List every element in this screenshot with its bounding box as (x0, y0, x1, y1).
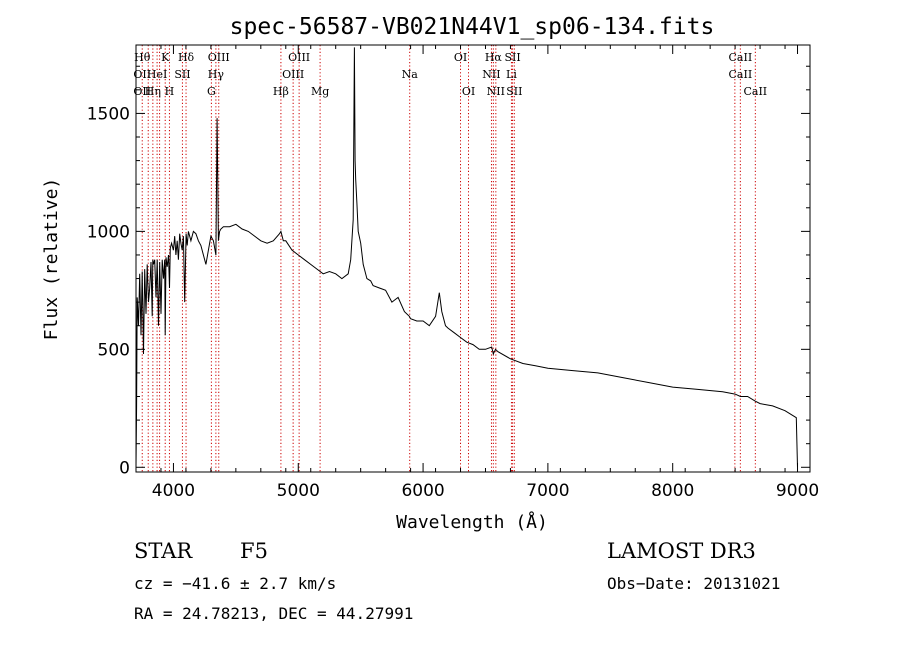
line-label: Hβ (273, 85, 289, 98)
y-axis-label: Flux (relative) (41, 178, 62, 341)
line-label: SII (504, 51, 520, 64)
line-label: NII (482, 68, 500, 81)
plot-frame (135, 44, 811, 473)
line-label: H (165, 85, 175, 98)
line-label: Mg (311, 85, 329, 98)
line-label: Hη (145, 85, 161, 98)
y-tick-label: 1000 (87, 222, 130, 242)
line-label: K (161, 51, 170, 64)
x-axis-label: Wavelength (Å) (396, 511, 548, 533)
line-label: OIII (288, 51, 310, 64)
y-tick-label: 0 (119, 458, 130, 478)
line-label: OII (133, 68, 151, 81)
x-tick-label: 9000 (776, 481, 819, 501)
line-labels: HθOIIOIIHηHeIKHSIIHδGHγOIIIHβOIIIOIIIMgN… (133, 51, 767, 98)
x-tick-label: 6000 (401, 481, 444, 501)
observation-date: Obs−Date: 20131021 (607, 574, 781, 593)
spectrum-plot: spec-56587-VB021N44V1_sp06-134.fits Hθ OI… (41, 14, 819, 533)
line-label: Hδ (178, 51, 195, 64)
chart-title: spec-56587-VB021N44V1_sp06-134.fits (230, 14, 715, 40)
line-label: OII (133, 85, 151, 98)
line-label: CaII (729, 51, 753, 64)
flux-line (135, 47, 798, 468)
x-tick-label: 5000 (277, 481, 320, 501)
line-label: G (207, 85, 216, 98)
line-label: OI (462, 85, 475, 98)
line-label: Na (402, 68, 419, 81)
line-label: OIII (282, 68, 304, 81)
line-label: Hα (485, 51, 503, 64)
line-label: NII (487, 85, 505, 98)
x-tick-label: 7000 (526, 481, 569, 501)
x-tick-label: 8000 (651, 481, 694, 501)
line-label: CaII (743, 85, 767, 98)
y-tick-label: 500 (98, 340, 130, 360)
line-label: Hθ (134, 51, 151, 64)
line-label: OIII (208, 51, 230, 64)
line-label: CaII (729, 68, 753, 81)
object-class: STAR (134, 539, 193, 563)
line-label: SII (174, 68, 190, 81)
line-label: Li (506, 68, 517, 81)
line-label: SII (506, 85, 522, 98)
redshift-velocity: cz = −41.6 ± 2.7 km/s (134, 574, 337, 593)
x-tick-label: 4000 (152, 481, 195, 501)
line-label: Hγ (208, 68, 225, 81)
axis-ticks: 4000 5000 6000 7000 8000 9000 0 500 1000 1500 (87, 45, 819, 501)
line-label: OI (454, 51, 467, 64)
line-markers (141, 45, 756, 472)
coordinates: RA = 24.78213, DEC = 44.27991 (134, 604, 414, 623)
line-label: HeI (147, 68, 167, 81)
object-subclass: F5 (240, 539, 268, 563)
y-tick-label: 1500 (87, 104, 130, 124)
survey-name: LAMOST DR3 (607, 539, 756, 563)
